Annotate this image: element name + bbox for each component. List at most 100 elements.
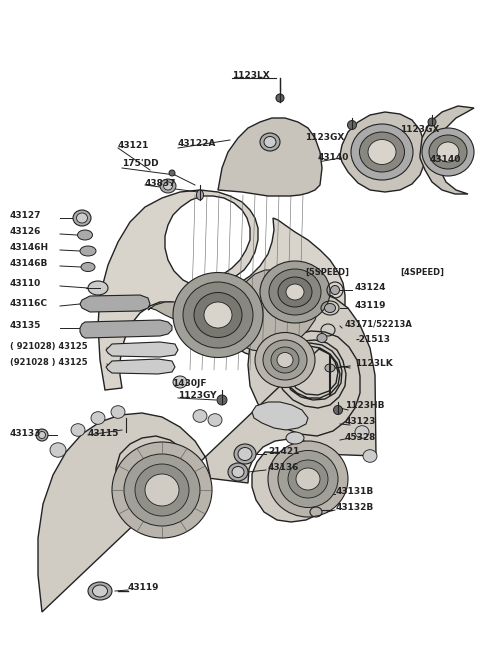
Ellipse shape xyxy=(260,261,330,323)
Ellipse shape xyxy=(264,137,276,148)
Ellipse shape xyxy=(429,135,467,169)
Ellipse shape xyxy=(93,585,108,597)
Text: 43171/52213A: 43171/52213A xyxy=(345,319,413,328)
Ellipse shape xyxy=(217,395,227,405)
Ellipse shape xyxy=(91,412,105,424)
Ellipse shape xyxy=(334,405,343,415)
Ellipse shape xyxy=(71,424,85,436)
Polygon shape xyxy=(340,112,425,192)
Ellipse shape xyxy=(263,340,307,380)
Polygon shape xyxy=(106,342,178,357)
Ellipse shape xyxy=(238,447,252,461)
Text: 21421: 21421 xyxy=(268,447,300,457)
Ellipse shape xyxy=(234,444,256,464)
Ellipse shape xyxy=(437,142,459,162)
Ellipse shape xyxy=(255,332,315,388)
Ellipse shape xyxy=(183,282,253,348)
Polygon shape xyxy=(252,402,308,430)
Text: 43140: 43140 xyxy=(318,154,349,162)
Text: 43122A: 43122A xyxy=(178,139,216,148)
Ellipse shape xyxy=(355,426,369,438)
Text: 43146B: 43146B xyxy=(10,260,48,269)
Text: 175'DD: 175'DD xyxy=(122,160,158,168)
Text: 1123LK: 1123LK xyxy=(355,359,393,369)
Polygon shape xyxy=(106,359,175,374)
Text: 1123GX: 1123GX xyxy=(400,125,439,135)
Text: 1430JF: 1430JF xyxy=(172,378,206,388)
Text: 43121: 43121 xyxy=(118,141,149,150)
Ellipse shape xyxy=(88,281,108,295)
Ellipse shape xyxy=(428,118,436,126)
Text: 43119: 43119 xyxy=(355,300,386,309)
Ellipse shape xyxy=(268,441,348,517)
Ellipse shape xyxy=(278,277,312,307)
Text: 43133: 43133 xyxy=(10,428,41,438)
Ellipse shape xyxy=(36,429,48,441)
Text: 43132B: 43132B xyxy=(336,503,374,512)
Ellipse shape xyxy=(73,210,91,226)
Text: 43123: 43123 xyxy=(345,417,376,426)
Ellipse shape xyxy=(351,124,413,180)
Text: 43110: 43110 xyxy=(10,279,41,288)
Text: 43124: 43124 xyxy=(355,284,386,292)
Ellipse shape xyxy=(363,449,377,463)
Text: 43136: 43136 xyxy=(268,463,300,472)
Text: 1123GX: 1123GX xyxy=(305,133,344,143)
Text: -21513: -21513 xyxy=(355,336,390,344)
Ellipse shape xyxy=(135,464,189,516)
Ellipse shape xyxy=(111,406,125,419)
Ellipse shape xyxy=(269,269,321,315)
Text: 43119: 43119 xyxy=(128,583,159,593)
Text: 1123LX: 1123LX xyxy=(232,72,270,81)
Ellipse shape xyxy=(286,432,304,444)
Ellipse shape xyxy=(348,120,357,129)
Polygon shape xyxy=(148,270,318,352)
Ellipse shape xyxy=(164,182,172,190)
Ellipse shape xyxy=(317,334,327,342)
Polygon shape xyxy=(38,290,376,612)
Ellipse shape xyxy=(193,410,207,422)
Ellipse shape xyxy=(277,353,293,367)
Ellipse shape xyxy=(50,443,66,457)
Text: 43126: 43126 xyxy=(10,227,41,237)
Text: 45328: 45328 xyxy=(345,434,376,443)
Polygon shape xyxy=(80,320,172,338)
Text: 1123GY: 1123GY xyxy=(178,392,216,401)
Text: [5SPEED]: [5SPEED] xyxy=(305,267,349,277)
Ellipse shape xyxy=(88,582,112,600)
Ellipse shape xyxy=(77,230,93,240)
Ellipse shape xyxy=(288,460,328,498)
Ellipse shape xyxy=(80,246,96,256)
Ellipse shape xyxy=(360,132,405,172)
Ellipse shape xyxy=(169,170,175,176)
Ellipse shape xyxy=(173,376,187,388)
Text: 43837: 43837 xyxy=(145,179,177,189)
Text: ( 921028) 43125: ( 921028) 43125 xyxy=(10,342,88,350)
Ellipse shape xyxy=(76,213,87,223)
Ellipse shape xyxy=(160,179,176,193)
Ellipse shape xyxy=(296,468,320,490)
Ellipse shape xyxy=(278,451,338,507)
Polygon shape xyxy=(218,118,322,196)
Text: 1123HB: 1123HB xyxy=(345,401,384,411)
Ellipse shape xyxy=(38,432,46,438)
Ellipse shape xyxy=(194,292,242,338)
Ellipse shape xyxy=(112,442,212,538)
Ellipse shape xyxy=(204,302,232,328)
Text: 43127: 43127 xyxy=(10,212,41,221)
Ellipse shape xyxy=(271,347,299,373)
Ellipse shape xyxy=(260,133,280,151)
Ellipse shape xyxy=(228,463,248,481)
Text: [4SPEED]: [4SPEED] xyxy=(400,267,444,277)
Text: 43116C: 43116C xyxy=(10,300,48,309)
Ellipse shape xyxy=(208,414,222,426)
Ellipse shape xyxy=(422,128,474,176)
Ellipse shape xyxy=(173,273,263,357)
Text: 43131B: 43131B xyxy=(336,487,374,497)
Ellipse shape xyxy=(145,474,179,506)
Text: 43140: 43140 xyxy=(430,156,461,164)
Text: 43135: 43135 xyxy=(10,321,41,330)
Ellipse shape xyxy=(124,454,200,526)
Ellipse shape xyxy=(276,94,284,102)
Ellipse shape xyxy=(232,466,244,478)
